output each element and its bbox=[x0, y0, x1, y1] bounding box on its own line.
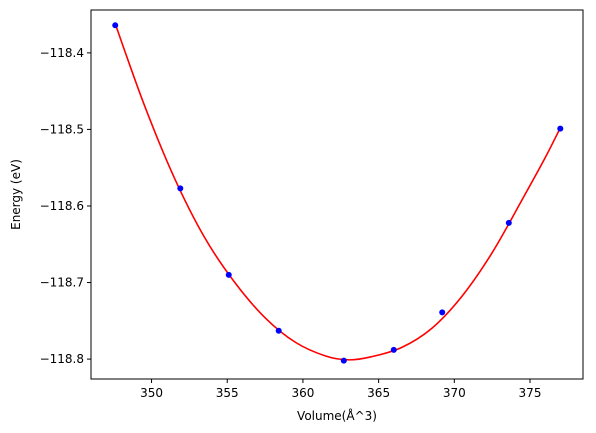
data-point bbox=[439, 309, 446, 316]
x-tick-label: 370 bbox=[443, 386, 466, 400]
y-tick-label: −118.5 bbox=[40, 122, 84, 136]
y-axis: −118.4 −118.5 −118.6 −118.7 −118.8 bbox=[40, 46, 91, 366]
data-point bbox=[390, 346, 397, 353]
data-point bbox=[505, 219, 512, 226]
y-tick-label: −118.7 bbox=[40, 276, 84, 290]
x-tick-label: 350 bbox=[140, 386, 163, 400]
x-tick-label: 355 bbox=[216, 386, 239, 400]
y-axis-label: Energy (eV) bbox=[9, 159, 23, 230]
x-axis: 350 355 360 365 370 375 bbox=[140, 379, 541, 400]
data-point bbox=[557, 125, 564, 132]
data-point bbox=[275, 327, 282, 334]
axes-frame bbox=[90, 9, 584, 380]
y-tick-label: −118.4 bbox=[40, 46, 84, 60]
x-tick-label: 365 bbox=[367, 386, 390, 400]
x-tick-label: 360 bbox=[291, 386, 314, 400]
y-tick-label: −118.8 bbox=[40, 352, 84, 366]
data-point bbox=[112, 22, 119, 29]
x-tick-label: 375 bbox=[519, 386, 542, 400]
x-axis-label: Volume(Å^3) bbox=[297, 408, 377, 423]
plot-area bbox=[112, 22, 564, 364]
data-point bbox=[225, 271, 232, 278]
y-tick-label: −118.6 bbox=[40, 199, 84, 213]
data-point bbox=[340, 357, 347, 364]
data-point bbox=[177, 185, 184, 192]
